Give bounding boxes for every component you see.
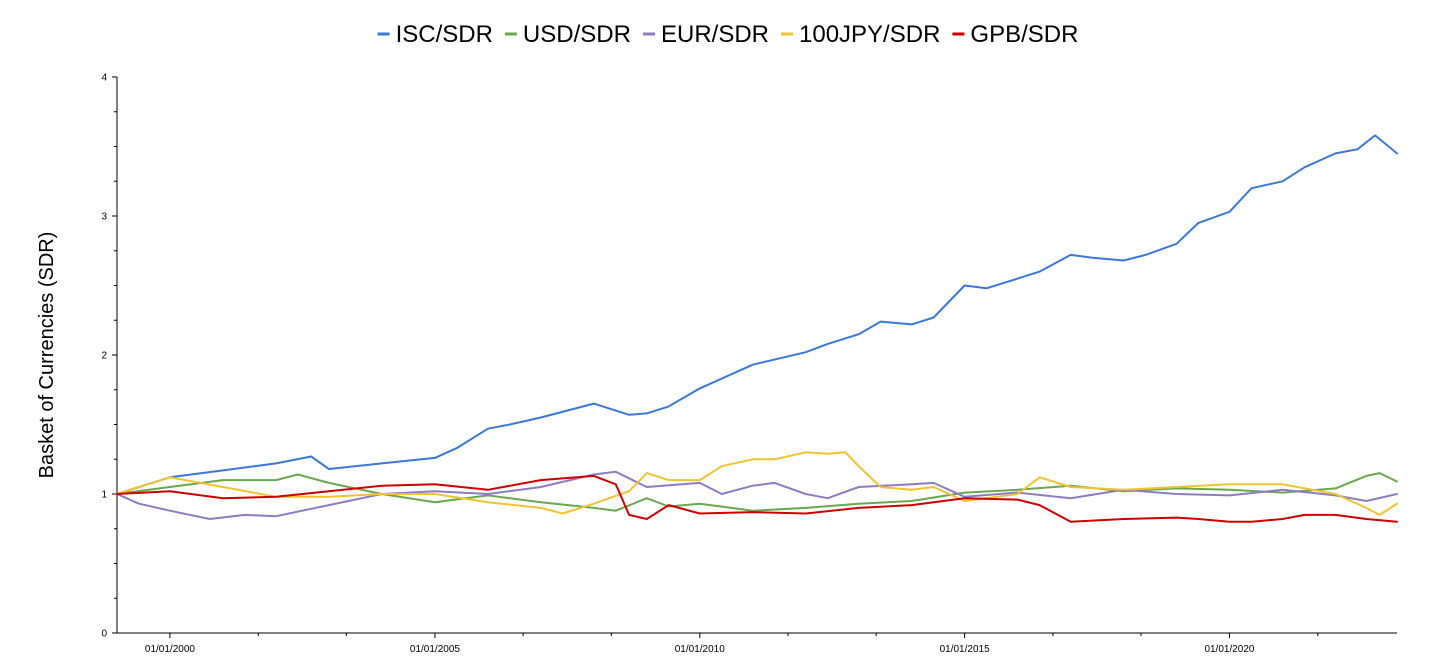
legend-item: ISC/SDR bbox=[377, 21, 493, 48]
x-tick-label: 01/01/2015 bbox=[940, 644, 990, 655]
series-line-gpb-sdr bbox=[116, 474, 1398, 523]
x-tick-label: 01/01/2010 bbox=[675, 644, 725, 655]
legend-label: USD/SDR bbox=[523, 21, 631, 48]
series-line-isc-sdr bbox=[116, 134, 1398, 495]
legend-item: EUR/SDR bbox=[643, 21, 769, 48]
series-line-100jpy-sdr bbox=[116, 451, 1398, 516]
y-tick-label: 2 bbox=[101, 351, 107, 362]
legend-label: EUR/SDR bbox=[661, 21, 769, 48]
y-axis-title: Basket of Currencies (SDR) bbox=[36, 232, 58, 479]
series-lines bbox=[116, 134, 1398, 523]
legend: ISC/SDR USD/SDR EUR/SDR 100JPY/SDR GPB/SDR bbox=[377, 21, 1078, 48]
series-line-eur-sdr bbox=[116, 470, 1398, 520]
x-tick-label: 01/01/2000 bbox=[145, 644, 195, 655]
x-tick-label: 01/01/2005 bbox=[410, 644, 460, 655]
legend-item: USD/SDR bbox=[504, 21, 631, 48]
series-line-usd-sdr bbox=[116, 472, 1398, 512]
y-tick-label: 4 bbox=[101, 73, 107, 84]
legend-label: ISC/SDR bbox=[396, 21, 493, 48]
legend-label: GPB/SDR bbox=[970, 21, 1078, 48]
x-tick-label: 01/01/2020 bbox=[1204, 644, 1254, 655]
legend-item: GPB/SDR bbox=[952, 21, 1078, 48]
y-tick-label: 0 bbox=[101, 629, 107, 640]
axes: 0 1 2 3 4 01/01/2000 01/01/2005 01/01/2010 01/01… bbox=[101, 73, 1397, 655]
y-tick-label: 1 bbox=[101, 490, 107, 501]
legend-item: 100JPY/SDR bbox=[781, 21, 940, 48]
y-tick-label: 3 bbox=[101, 212, 107, 223]
legend-label: 100JPY/SDR bbox=[799, 21, 940, 48]
